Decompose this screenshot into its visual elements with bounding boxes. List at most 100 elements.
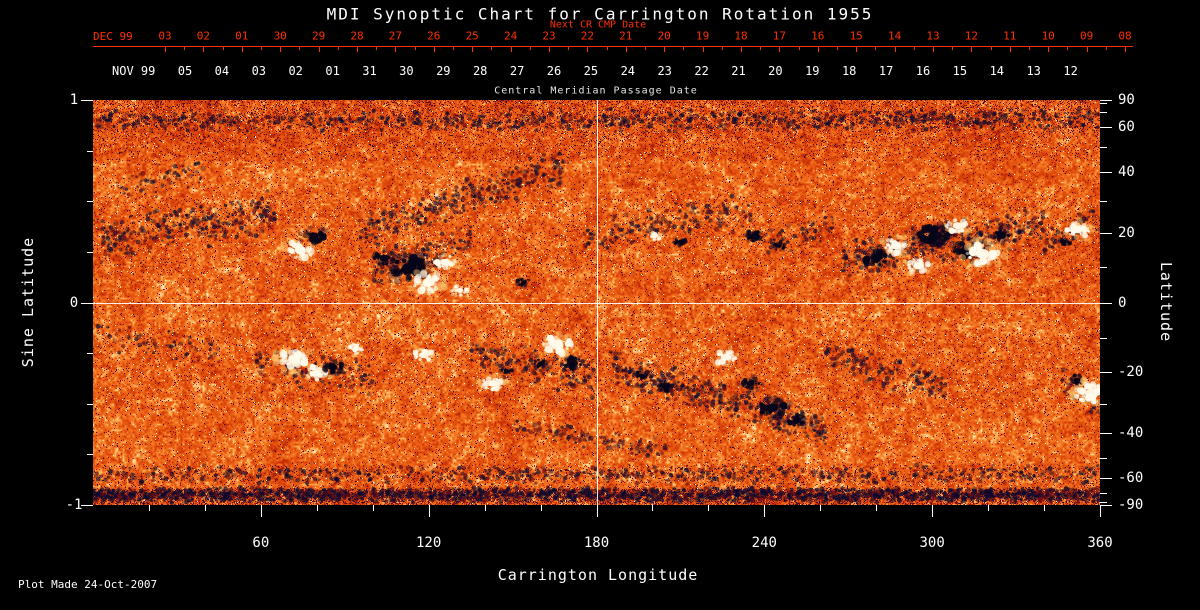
cmp-date-label: 19 xyxy=(805,64,820,78)
cmp-date-label: 02 xyxy=(288,64,303,78)
tick-mark xyxy=(184,47,186,50)
next-cr-date-label: 29 xyxy=(311,29,326,43)
tick-mark xyxy=(87,201,93,203)
cmp-date-label: 20 xyxy=(768,64,783,78)
tick-mark xyxy=(1100,147,1107,149)
tick-mark xyxy=(894,47,896,52)
tick-mark xyxy=(913,47,915,50)
sine-latitude-tick-label: -1 xyxy=(65,497,83,513)
tick-mark xyxy=(1067,47,1069,50)
cmp-date-label: 25 xyxy=(583,64,599,78)
tick-mark xyxy=(779,47,781,52)
tick-mark xyxy=(395,47,397,52)
tick-mark xyxy=(652,505,654,511)
next-cr-date-label: 30 xyxy=(273,29,287,43)
tick-mark xyxy=(1100,267,1107,269)
next-cr-date-label: 08 xyxy=(1118,29,1132,43)
cmp-date-label: 18 xyxy=(841,64,857,78)
next-cr-date-label: 26 xyxy=(427,29,441,43)
tick-mark xyxy=(932,505,934,517)
tick-mark xyxy=(568,47,570,50)
cmp-date-label: 04 xyxy=(214,64,230,78)
tick-mark xyxy=(222,47,224,50)
tick-mark xyxy=(260,505,262,517)
tick-mark xyxy=(1100,100,1112,101)
tick-mark xyxy=(596,505,598,517)
tick-mark xyxy=(988,505,990,511)
longitude-tick-label: 60 xyxy=(252,535,270,551)
tick-mark xyxy=(933,47,934,52)
tick-mark xyxy=(625,47,627,52)
latitude-tick-label: 0 xyxy=(1118,294,1127,311)
tick-mark xyxy=(87,353,93,355)
tick-mark xyxy=(1100,233,1112,235)
tick-mark xyxy=(721,47,723,50)
cmp-date-label: 16 xyxy=(915,64,931,78)
cmp-date-label: 30 xyxy=(399,64,414,78)
latitude-tick-label: -60 xyxy=(1118,469,1144,486)
tick-mark xyxy=(529,47,531,50)
cmp-axis-label: Central Meridian Passage Date xyxy=(494,85,698,97)
tick-mark xyxy=(990,47,992,50)
cmp-date-label: 17 xyxy=(878,64,894,78)
next-cr-date-label: 02 xyxy=(196,29,211,43)
next-cr-date-label: 01 xyxy=(235,29,249,43)
tick-mark xyxy=(87,403,93,405)
tick-mark xyxy=(1044,505,1046,511)
tick-mark xyxy=(87,454,93,456)
next-cr-date-label: 10 xyxy=(1041,29,1055,43)
tick-mark xyxy=(453,47,454,50)
tick-mark xyxy=(683,47,685,50)
latitude-tick-label: 40 xyxy=(1118,164,1135,181)
tick-mark xyxy=(1125,47,1126,52)
next-cr-date-label: 13 xyxy=(926,29,940,43)
sine-latitude-tick-label: 1 xyxy=(69,92,79,108)
tick-mark xyxy=(93,46,1133,47)
tick-mark xyxy=(741,47,742,52)
cmp-date-label: 05 xyxy=(177,64,193,78)
tick-mark xyxy=(875,47,877,50)
next-cr-date-label: 12 xyxy=(964,29,979,43)
next-cr-date-label: 21 xyxy=(619,29,633,43)
tick-mark xyxy=(484,505,486,511)
next-cr-date-label: 27 xyxy=(388,29,403,43)
longitude-tick-label: 360 xyxy=(1087,535,1113,551)
tick-mark xyxy=(798,47,800,50)
tick-mark xyxy=(87,251,93,253)
tick-mark xyxy=(81,302,93,304)
latitude-tick-label: 20 xyxy=(1118,225,1135,242)
cmp-date-label: 12 xyxy=(1063,64,1078,78)
tick-mark xyxy=(148,505,150,511)
page-title: MDI Synoptic Chart for Carrington Rotati… xyxy=(326,4,874,24)
next-cr-date-label: 19 xyxy=(695,29,710,43)
right-axis-title: Latitude xyxy=(1157,261,1175,343)
tick-mark xyxy=(204,505,206,511)
plot-made-note: Plot Made 24-Oct-2007 xyxy=(18,578,158,591)
tick-mark xyxy=(81,505,93,506)
tick-mark xyxy=(87,150,93,152)
next-cr-date-label: 15 xyxy=(849,29,863,43)
tick-mark xyxy=(1100,501,1107,503)
tick-mark xyxy=(1009,47,1011,52)
next-cr-date-label: 28 xyxy=(350,29,364,43)
tick-mark xyxy=(1100,127,1112,129)
cmp-date-label: 22 xyxy=(694,64,709,78)
tick-mark xyxy=(1100,403,1107,405)
tick-mark xyxy=(165,47,166,52)
cmp-date-label: 26 xyxy=(546,64,562,78)
cmp-date-label: 24 xyxy=(620,64,636,78)
tick-mark xyxy=(337,47,339,50)
tick-mark xyxy=(1029,47,1030,50)
tick-mark xyxy=(1100,371,1112,373)
cmp-date-label: 13 xyxy=(1026,64,1041,78)
tick-mark xyxy=(540,505,542,511)
next-cr-date-label: 17 xyxy=(772,29,787,43)
tick-mark xyxy=(1100,201,1107,203)
tick-mark xyxy=(241,47,243,52)
next-cr-date-label: 23 xyxy=(542,29,556,43)
tick-mark xyxy=(971,47,973,52)
tick-mark xyxy=(587,47,589,52)
next-cr-date-label: 22 xyxy=(580,29,595,43)
tick-mark xyxy=(1100,432,1112,434)
next-cr-date-label: 25 xyxy=(465,29,479,43)
